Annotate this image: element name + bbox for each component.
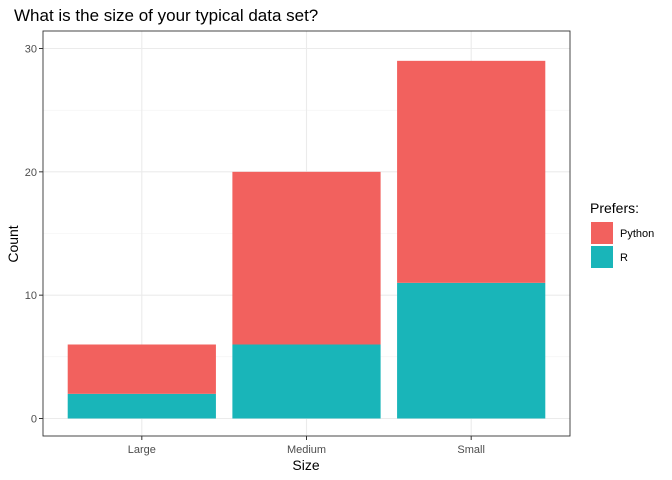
bar-python-small	[397, 60, 546, 283]
bar-r-small	[397, 282, 546, 419]
legend-title: Prefers:	[590, 200, 639, 216]
bar-python-medium	[232, 171, 381, 345]
y-axis-title: Count	[5, 225, 21, 262]
legend-swatch-r	[591, 246, 613, 268]
x-tick-label: Large	[128, 444, 156, 456]
legend: Prefers: Python R	[590, 200, 654, 268]
bars	[67, 60, 546, 419]
x-tick-label: Medium	[287, 444, 326, 456]
legend-label-r: R	[620, 252, 628, 264]
x-tick-label: Small	[457, 444, 485, 456]
y-tick-label: 10	[25, 290, 37, 302]
x-axis-title: Size	[292, 457, 319, 473]
legend-label-python: Python	[620, 228, 654, 240]
bar-r-large	[67, 393, 216, 419]
y-tick-label: 0	[31, 414, 37, 426]
legend-swatch-python	[591, 222, 613, 244]
y-tick-label: 20	[25, 167, 37, 179]
bar-r-medium	[232, 344, 381, 419]
bar-python-large	[67, 344, 216, 394]
y-tick-label: 30	[25, 44, 37, 56]
y-axis: 0 10 20 30	[25, 44, 43, 426]
plot-panel	[42, 30, 571, 437]
x-axis: Large Medium Small	[128, 436, 485, 456]
chart-title: What is the size of your typical data se…	[14, 6, 318, 25]
